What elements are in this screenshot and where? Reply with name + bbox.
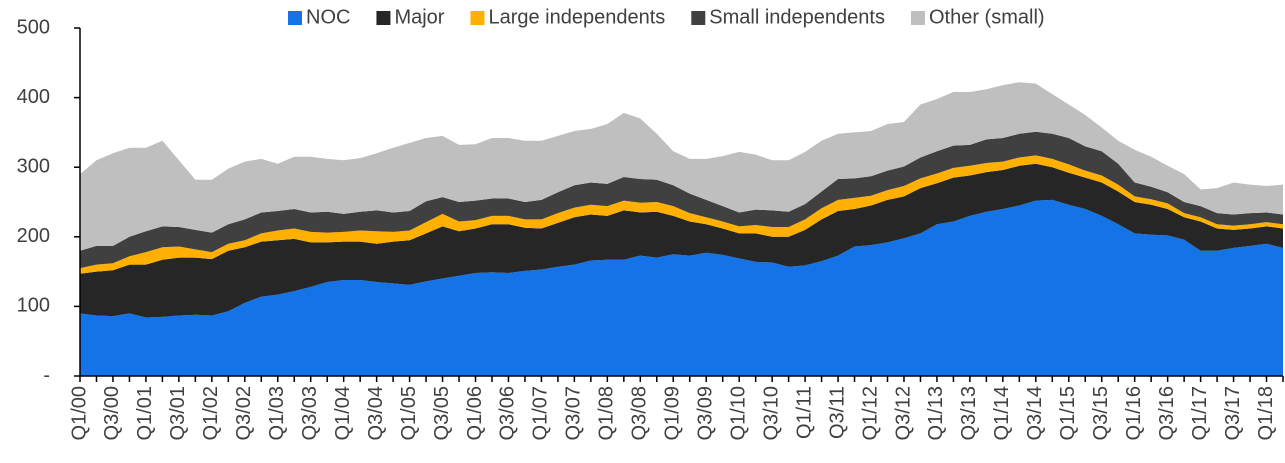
area [80,163,1283,318]
x-tick-label: Q1/13 [925,386,947,440]
legend-label: Major [394,6,444,28]
legend-swatch [288,11,302,25]
x-tick-label: Q3/11 [826,386,848,439]
x-tick-label: Q3/15 [1090,386,1112,440]
x-tick-label: Q1/11 [793,386,815,439]
x-tick-label: Q3/09 [695,386,717,440]
x-tick-label: Q1/05 [398,386,420,440]
x-tick-label: Q1/14 [991,386,1013,440]
x-tick-label: Q1/16 [1123,386,1145,440]
x-tick-label: Q1/12 [859,386,881,440]
legend-swatch [910,11,925,25]
x-tick-label: Q1/09 [662,386,684,440]
legend-swatch [470,11,485,25]
x-tick-label: Q1/17 [1189,386,1211,440]
x-tick-label: Q1/18 [1255,386,1277,440]
legend-label: Large independents [488,6,665,28]
x-tick-label: Q3/00 [101,386,123,440]
x-tick-label: Q1/01 [134,386,156,440]
legend-label: Other (small) [929,6,1045,28]
y-tick-label: 200 [17,225,50,247]
y-tick-label: 400 [17,86,50,108]
y-tick-label: - [43,364,50,386]
x-tick-label: Q3/05 [431,386,453,440]
x-tick-label: Q3/07 [563,386,585,440]
legend-label: Small independents [709,6,885,28]
x-tick-label: Q3/16 [1156,386,1178,440]
x-tick-label: Q1/06 [464,386,486,440]
x-tick-label: Q1/00 [68,386,90,440]
x-tick-label: Q3/14 [1024,386,1046,440]
x-tick-label: Q3/17 [1222,386,1244,440]
x-tick-label: Q3/10 [760,386,782,440]
x-tick-label: Q3/04 [365,386,387,440]
x-tick-label: Q3/03 [299,386,321,440]
area [80,155,1283,274]
area [80,131,1283,269]
x-tick-label: Q3/06 [497,386,519,440]
x-tick-label: Q1/07 [530,386,552,440]
x-tick-label: Q1/04 [332,386,354,440]
legend-swatch [691,11,706,25]
y-tick-label: 500 [17,16,50,38]
legend-swatch [376,11,391,25]
x-tick-label: Q1/03 [266,386,288,440]
x-tick-label: Q3/13 [958,386,980,440]
x-tick-label: Q3/12 [892,386,914,440]
x-tick-label: Q3/08 [629,386,651,440]
area [80,82,1283,251]
x-tick-label: Q1/10 [727,386,749,440]
x-tick-label: Q1/02 [200,386,222,440]
x-tick-label: Q3/02 [233,386,255,440]
area [80,199,1283,376]
x-tick-label: Q3/01 [167,386,189,440]
x-tick-label: Q1/15 [1057,386,1079,440]
x-tick-label: Q1/08 [596,386,618,440]
y-tick-label: 300 [17,155,50,177]
legend-label: NOC [306,6,350,28]
y-tick-label: 100 [17,295,50,317]
